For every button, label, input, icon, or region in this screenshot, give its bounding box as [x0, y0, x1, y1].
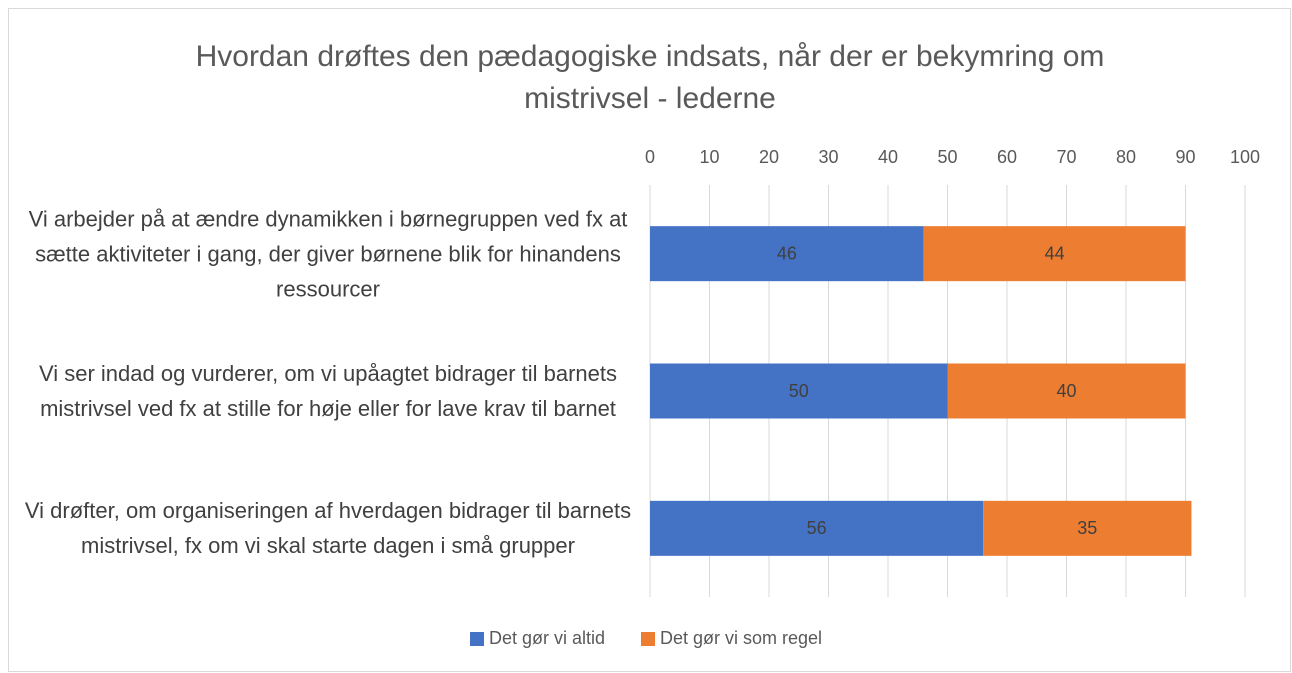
- data-label: 50: [789, 381, 809, 401]
- data-label: 44: [1045, 243, 1065, 263]
- bar: [650, 226, 924, 282]
- x-tick-label: 0: [645, 147, 655, 167]
- bar: [650, 363, 948, 419]
- data-label: 56: [807, 518, 827, 538]
- x-tick-label: 90: [1175, 147, 1195, 167]
- x-tick-label: 40: [878, 147, 898, 167]
- bar: [983, 500, 1192, 556]
- legend-label: Det gør vi som regel: [660, 628, 823, 648]
- category-label: Vi drøfter, om organiseringen af hverdag…: [24, 498, 632, 559]
- category-label: Vi arbejder på at ændre dynamikken i bør…: [28, 206, 628, 302]
- data-label: 40: [1056, 381, 1076, 401]
- x-tick-label: 100: [1230, 147, 1260, 167]
- x-tick-label: 80: [1116, 147, 1136, 167]
- legend: Det gør vi altid Det gør vi som regel: [0, 628, 1292, 649]
- chart-title: Hvordan drøftes den pædagogiske indsats,…: [195, 40, 1105, 115]
- legend-item: Det gør vi som regel: [641, 628, 822, 649]
- bar: [650, 500, 984, 556]
- legend-label: Det gør vi altid: [488, 628, 605, 648]
- legend-swatch: [469, 631, 484, 646]
- bar: [947, 363, 1186, 419]
- bar: [923, 226, 1186, 282]
- x-tick-label: 20: [759, 147, 779, 167]
- x-tick-label: 60: [997, 147, 1017, 167]
- chart-frame: [8, 8, 1291, 672]
- data-label: 35: [1077, 518, 1097, 538]
- x-tick-label: 10: [699, 147, 719, 167]
- legend-item: Det gør vi altid: [469, 628, 605, 649]
- x-tick-label: 50: [937, 147, 957, 167]
- x-tick-label: 30: [818, 147, 838, 167]
- category-label: Vi ser indad og vurderer, om vi upåagtet…: [38, 361, 618, 421]
- data-label: 46: [777, 243, 797, 263]
- legend-swatch: [641, 631, 655, 646]
- x-tick-label: 70: [1056, 147, 1076, 167]
